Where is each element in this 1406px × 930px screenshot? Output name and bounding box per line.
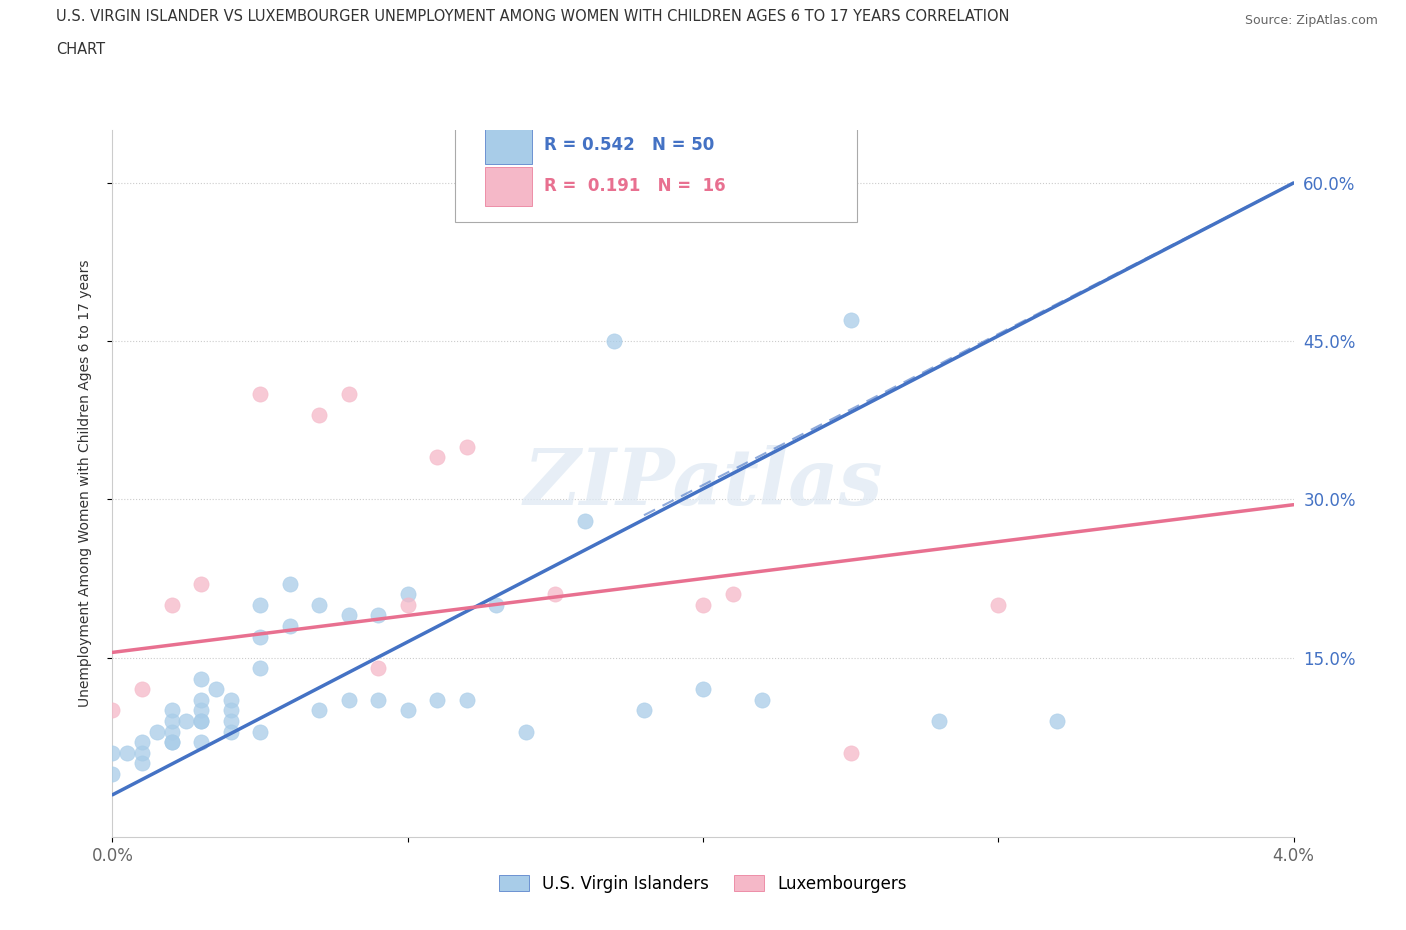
Text: Source: ZipAtlas.com: Source: ZipAtlas.com bbox=[1244, 14, 1378, 27]
Point bbox=[131, 682, 153, 697]
Point bbox=[131, 756, 153, 771]
Point bbox=[367, 661, 389, 676]
Text: R =  0.191   N =  16: R = 0.191 N = 16 bbox=[544, 178, 725, 195]
Point bbox=[249, 629, 271, 644]
Point bbox=[751, 693, 773, 708]
Point bbox=[160, 597, 183, 612]
FancyBboxPatch shape bbox=[456, 116, 856, 222]
Point bbox=[101, 766, 124, 781]
Point bbox=[603, 334, 626, 349]
Point bbox=[190, 577, 212, 591]
Point bbox=[396, 597, 419, 612]
Point bbox=[308, 703, 330, 718]
Point bbox=[278, 577, 301, 591]
Point bbox=[146, 724, 169, 739]
Point bbox=[633, 703, 655, 718]
Point bbox=[987, 597, 1010, 612]
Point bbox=[160, 724, 183, 739]
Point bbox=[515, 724, 537, 739]
Point bbox=[117, 745, 138, 760]
Point bbox=[190, 703, 212, 718]
Point bbox=[190, 735, 212, 750]
Text: ZIPatlas: ZIPatlas bbox=[523, 445, 883, 522]
Point bbox=[544, 587, 567, 602]
Y-axis label: Unemployment Among Women with Children Ages 6 to 17 years: Unemployment Among Women with Children A… bbox=[77, 259, 91, 708]
Point bbox=[839, 745, 862, 760]
Point bbox=[692, 682, 714, 697]
Legend: U.S. Virgin Islanders, Luxembourgers: U.S. Virgin Islanders, Luxembourgers bbox=[492, 868, 914, 899]
Point bbox=[396, 587, 419, 602]
Point bbox=[249, 387, 271, 402]
FancyBboxPatch shape bbox=[485, 126, 531, 165]
Point bbox=[308, 407, 330, 422]
Point bbox=[485, 597, 508, 612]
FancyBboxPatch shape bbox=[485, 167, 531, 206]
Point bbox=[160, 703, 183, 718]
Point bbox=[1046, 713, 1069, 728]
Point bbox=[190, 671, 212, 686]
Point bbox=[190, 713, 212, 728]
Text: U.S. VIRGIN ISLANDER VS LUXEMBOURGER UNEMPLOYMENT AMONG WOMEN WITH CHILDREN AGES: U.S. VIRGIN ISLANDER VS LUXEMBOURGER UNE… bbox=[56, 9, 1010, 24]
Point bbox=[337, 693, 360, 708]
Point bbox=[456, 439, 478, 454]
Point bbox=[190, 713, 212, 728]
Point bbox=[278, 618, 301, 633]
Point bbox=[249, 724, 271, 739]
Point bbox=[160, 713, 183, 728]
Point bbox=[426, 693, 449, 708]
Point bbox=[160, 735, 183, 750]
Point bbox=[337, 387, 360, 402]
Point bbox=[928, 713, 950, 728]
Point bbox=[205, 682, 228, 697]
Point bbox=[721, 587, 744, 602]
Point bbox=[456, 693, 478, 708]
Point bbox=[396, 703, 419, 718]
Point bbox=[692, 597, 714, 612]
Point bbox=[367, 608, 389, 623]
Point bbox=[101, 703, 124, 718]
Point bbox=[249, 597, 271, 612]
Text: R = 0.542   N = 50: R = 0.542 N = 50 bbox=[544, 136, 714, 154]
Point bbox=[131, 745, 153, 760]
Point bbox=[367, 693, 389, 708]
Point bbox=[131, 735, 153, 750]
Point bbox=[337, 608, 360, 623]
Point bbox=[160, 735, 183, 750]
Point bbox=[249, 661, 271, 676]
Point bbox=[101, 745, 124, 760]
Point bbox=[219, 713, 242, 728]
Point bbox=[219, 703, 242, 718]
Text: CHART: CHART bbox=[56, 42, 105, 57]
Point bbox=[174, 713, 197, 728]
Point bbox=[308, 597, 330, 612]
Point bbox=[190, 693, 212, 708]
Point bbox=[426, 450, 449, 465]
Point bbox=[574, 513, 596, 528]
Point bbox=[219, 693, 242, 708]
Point bbox=[219, 724, 242, 739]
Point bbox=[839, 312, 862, 327]
